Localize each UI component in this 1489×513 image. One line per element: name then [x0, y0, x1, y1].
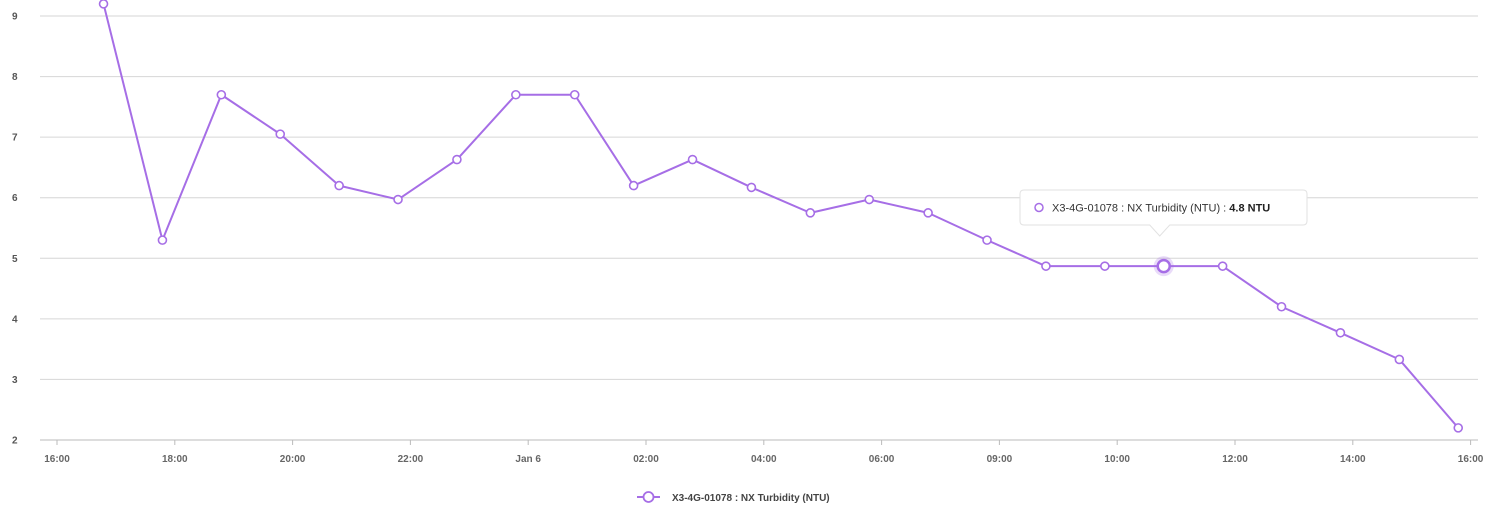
data-point[interactable]	[511, 89, 521, 100]
x-tick-label: 22:00	[398, 454, 424, 465]
data-point[interactable]	[982, 235, 992, 245]
x-tick-label: 18:00	[162, 454, 188, 465]
data-point[interactable]	[1041, 261, 1051, 271]
y-tick-label: 7	[12, 133, 18, 144]
data-point[interactable]	[1335, 327, 1346, 338]
legend-label: X3-4G-01078 : NX Turbidity (NTU)	[672, 493, 830, 504]
legend[interactable]: X3-4G-01078 : NX Turbidity (NTU)	[637, 491, 830, 504]
y-tick-label: 4	[12, 314, 18, 325]
x-tick-label: 12:00	[1222, 454, 1248, 465]
x-tick-label: 02:00	[633, 454, 659, 465]
data-point[interactable]	[1217, 261, 1228, 271]
data-point[interactable]	[98, 0, 109, 9]
tooltip-value: 4.8 NTU	[1229, 203, 1270, 215]
y-tick-label: 5	[12, 254, 18, 265]
x-tick-label: 04:00	[751, 454, 777, 465]
data-point[interactable]	[157, 235, 168, 245]
data-point[interactable]	[805, 208, 816, 218]
data-point[interactable]	[1453, 423, 1464, 433]
series-line	[102, 3, 1459, 429]
data-point[interactable]	[746, 182, 757, 193]
data-point[interactable]	[275, 129, 286, 139]
x-tick-label: 16:00	[44, 454, 70, 465]
data-point[interactable]	[687, 154, 698, 165]
data-point-hovered[interactable]	[1156, 258, 1171, 274]
x-tick-label: 16:00	[1458, 454, 1484, 465]
x-tick-label: 06:00	[869, 454, 895, 465]
data-point[interactable]	[334, 180, 344, 191]
data-point[interactable]	[569, 89, 580, 100]
series-line-layer	[102, 3, 1459, 429]
y-tick-label: 3	[12, 375, 18, 386]
tooltip-box	[1019, 189, 1308, 237]
x-tick-label: 20:00	[280, 454, 306, 465]
data-point[interactable]	[216, 89, 227, 100]
x-tick-label: 09:00	[987, 454, 1013, 465]
data-point[interactable]	[452, 154, 462, 165]
x-tick-label: 14:00	[1340, 454, 1366, 465]
data-point[interactable]	[864, 194, 875, 205]
data-point[interactable]	[393, 194, 403, 205]
x-tick-label: 10:00	[1104, 454, 1130, 465]
series-points	[98, 0, 1464, 433]
tooltip-text: X3-4G-01078 : NX Turbidity (NTU) : 4.8 N…	[1052, 203, 1270, 215]
x-tick-label: Jan 6	[515, 454, 541, 465]
data-point[interactable]	[1100, 261, 1110, 271]
tooltip-series-marker-icon	[1034, 202, 1044, 213]
tooltip-separator: :	[1220, 203, 1229, 215]
y-tick-label: 6	[12, 193, 18, 204]
y-tick-label: 8	[12, 72, 18, 83]
data-point[interactable]	[1276, 301, 1287, 312]
legend-marker-icon	[642, 491, 655, 503]
data-point[interactable]	[923, 208, 933, 218]
tooltip: X3-4G-01078 : NX Turbidity (NTU) : 4.8 N…	[1019, 189, 1308, 237]
tooltip-series-label: X3-4G-01078 : NX Turbidity (NTU)	[1052, 203, 1220, 215]
y-axis-ticks: 2 3 4 5 6 7 8 9	[12, 12, 18, 447]
y-tick-label: 2	[12, 436, 18, 447]
data-point[interactable]	[1394, 354, 1405, 365]
data-point[interactable]	[628, 180, 639, 191]
y-tick-label: 9	[12, 12, 18, 23]
x-axis-ticks: 16:00 18:00 20:00 22:00 Jan 6 02:00 04:00 06:00…	[44, 440, 1484, 465]
grid-lines	[40, 15, 1478, 441]
